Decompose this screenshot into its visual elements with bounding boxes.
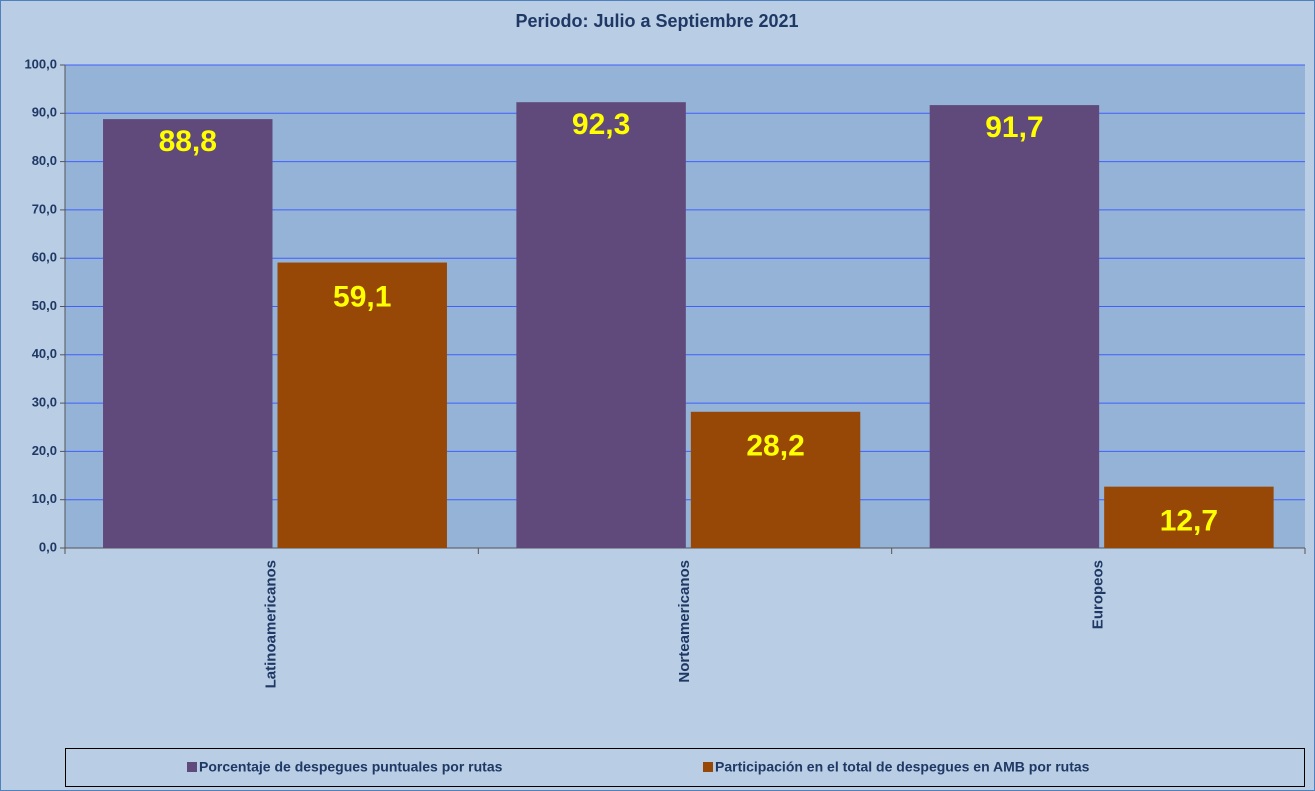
chart-title: Periodo: Julio a Septiembre 2021 — [515, 11, 798, 31]
bar — [277, 262, 447, 548]
data-label: 28,2 — [746, 430, 804, 463]
y-tick-label: 20,0 — [32, 443, 57, 458]
y-tick-label: 90,0 — [32, 105, 57, 120]
legend-label: Participación en el total de despegues e… — [715, 759, 1090, 775]
y-tick-label: 50,0 — [32, 298, 57, 313]
y-tick-label: 60,0 — [32, 250, 57, 265]
y-tick-label: 10,0 — [32, 491, 57, 506]
y-tick-label: 70,0 — [32, 201, 57, 216]
x-tick-label: Europeos — [1089, 560, 1106, 629]
y-tick-label: 30,0 — [32, 395, 57, 410]
bar — [1104, 486, 1274, 548]
x-tick-label: Norteamericanos — [676, 560, 693, 683]
data-label: 91,7 — [985, 111, 1043, 144]
data-label: 88,8 — [159, 125, 217, 158]
data-label: 12,7 — [1160, 505, 1218, 538]
y-tick-label: 100,0 — [24, 56, 57, 71]
legend-swatch — [703, 762, 713, 772]
x-tick-label: Latinoamericanos — [263, 560, 280, 688]
legend-box — [65, 748, 1305, 787]
y-tick-label: 80,0 — [32, 153, 57, 168]
y-tick-label: 0,0 — [39, 539, 57, 554]
bar — [103, 119, 273, 548]
y-tick-label: 40,0 — [32, 346, 57, 361]
data-label: 59,1 — [333, 280, 391, 313]
bar — [929, 105, 1100, 549]
bar — [516, 102, 686, 548]
legend-label: Porcentaje de despegues puntuales por ru… — [199, 759, 503, 775]
data-label: 92,3 — [572, 108, 630, 141]
bar — [690, 411, 861, 548]
legend-swatch — [187, 762, 197, 772]
